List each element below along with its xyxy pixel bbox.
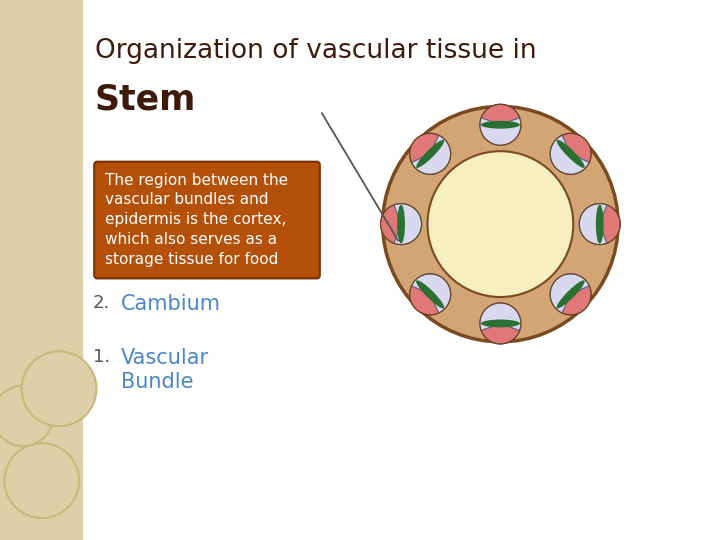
Ellipse shape [416, 140, 444, 168]
Wedge shape [381, 205, 401, 244]
Wedge shape [562, 133, 591, 163]
Ellipse shape [481, 121, 520, 129]
Circle shape [383, 106, 618, 342]
Circle shape [0, 386, 53, 446]
Text: Vascular
Bundle: Vascular Bundle [121, 348, 209, 392]
Circle shape [4, 443, 79, 518]
Wedge shape [412, 274, 451, 313]
Text: 3.: 3. [93, 238, 110, 255]
Text: Cambium: Cambium [121, 294, 221, 314]
Wedge shape [579, 204, 607, 245]
Wedge shape [562, 286, 591, 315]
Wedge shape [550, 135, 589, 174]
Ellipse shape [557, 280, 585, 308]
Wedge shape [481, 323, 520, 344]
Wedge shape [481, 104, 520, 125]
Wedge shape [410, 133, 438, 163]
Circle shape [22, 352, 96, 426]
Ellipse shape [596, 205, 603, 244]
Ellipse shape [416, 280, 444, 308]
Wedge shape [600, 205, 620, 244]
Circle shape [428, 151, 573, 297]
Wedge shape [480, 118, 521, 145]
Text: Stem: Stem [95, 82, 196, 116]
Wedge shape [550, 274, 589, 313]
Text: 1.: 1. [93, 348, 110, 366]
Wedge shape [410, 286, 438, 315]
Wedge shape [480, 303, 521, 330]
Text: Organization of vascular tissue in: Organization of vascular tissue in [95, 38, 536, 64]
FancyBboxPatch shape [94, 161, 320, 279]
Wedge shape [394, 204, 422, 245]
Text: 2.: 2. [93, 294, 110, 312]
Text: Cortex: Cortex [121, 192, 224, 220]
Wedge shape [412, 135, 451, 174]
Text: Pith: Pith [121, 238, 160, 258]
Text: The region between the
vascular bundles and
epidermis is the cortex,
which also : The region between the vascular bundles … [105, 173, 288, 267]
Ellipse shape [481, 320, 520, 327]
Text: 3.: 3. [93, 192, 117, 215]
Bar [0, 0, 83, 540]
Ellipse shape [397, 205, 405, 244]
Ellipse shape [557, 140, 585, 168]
